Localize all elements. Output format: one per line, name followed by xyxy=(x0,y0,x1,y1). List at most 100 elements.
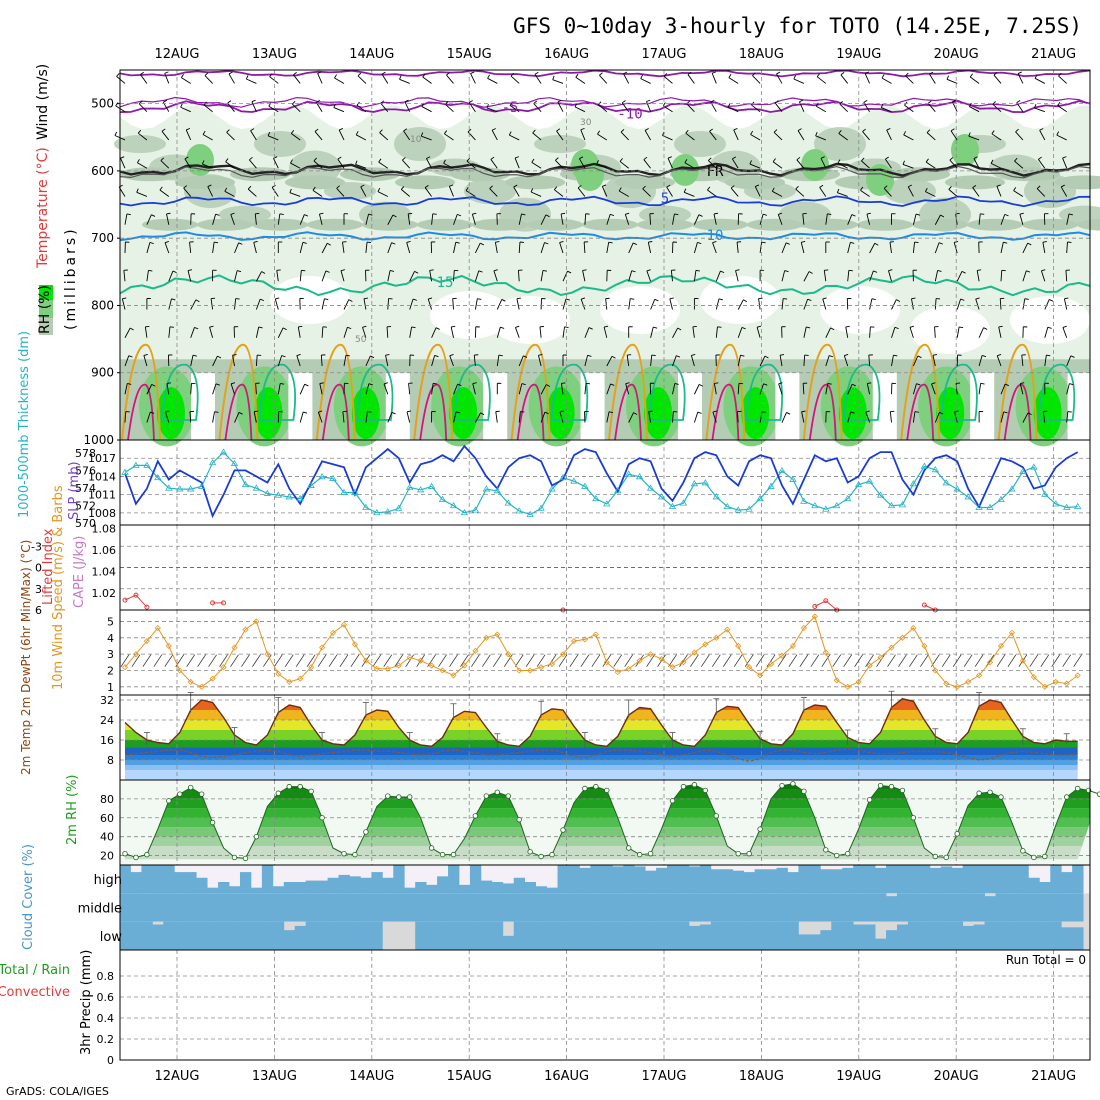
wind-barb-flag xyxy=(521,213,526,216)
cloud-bar xyxy=(754,893,766,922)
cloud-bar xyxy=(513,877,526,894)
wind-barb-flag xyxy=(275,297,280,300)
wind-barb xyxy=(684,162,695,169)
wind-barb-flag xyxy=(378,158,382,163)
wind-barb-flag xyxy=(420,132,424,137)
wind-barb-flag xyxy=(896,299,901,302)
wind10m-barb xyxy=(821,654,831,667)
wind-barb xyxy=(869,298,873,310)
wind-barb-flag xyxy=(998,325,1003,328)
wind-barb-flag xyxy=(916,383,921,386)
dewpoint2m-line xyxy=(124,748,1078,762)
cloud-bar xyxy=(743,921,756,950)
rh2m-marker xyxy=(987,789,993,795)
wind-barb-flag xyxy=(687,71,692,75)
wind10m-barb xyxy=(657,654,666,667)
wind-barb xyxy=(978,213,981,225)
wind-barb-flag xyxy=(867,382,872,384)
cloud-bar xyxy=(1050,893,1062,922)
wind-barb xyxy=(667,157,673,169)
cloud-bar xyxy=(754,921,766,950)
cloud-bar xyxy=(853,924,865,950)
isotherm-15-lobe xyxy=(550,363,589,421)
upper-rh-label: RH (%) xyxy=(37,285,53,334)
cloud-bar xyxy=(984,921,996,950)
wind-barb xyxy=(778,383,783,395)
wind-barb-flag xyxy=(714,382,719,384)
wind-barb xyxy=(713,383,717,395)
wind-barb-flag xyxy=(538,354,543,356)
wind-barb xyxy=(912,213,917,225)
wind-barb xyxy=(948,189,958,197)
rh-contour-label: 50 xyxy=(355,335,367,345)
wind-barb-flag xyxy=(470,71,475,74)
wind-barb xyxy=(728,77,739,84)
wind-barb-flag xyxy=(267,131,271,137)
thickness-marker xyxy=(679,499,688,506)
cloud-bar xyxy=(469,921,482,950)
cloud-bar xyxy=(458,884,471,894)
bottom-date-label: 21AUG xyxy=(1031,1069,1076,1084)
wind-barb xyxy=(648,411,652,423)
wind10m-marker xyxy=(789,642,797,650)
wind-barb-flag xyxy=(926,129,931,133)
wind-barb xyxy=(474,270,480,282)
thickness-marker xyxy=(657,493,666,500)
wind10m-barb xyxy=(295,654,305,667)
wind-barb xyxy=(1000,214,1006,225)
wind10m-barb xyxy=(230,654,239,667)
wind-barb xyxy=(712,242,717,254)
cloud-bar xyxy=(973,865,985,894)
wind10m-barb xyxy=(186,654,196,667)
rh2m-tick-label: 80 xyxy=(100,793,114,806)
rh2m-marker xyxy=(680,783,687,790)
lifted-index-marker xyxy=(210,600,216,606)
wind-barb-flag xyxy=(684,159,688,163)
wind-barb-flag xyxy=(422,73,426,78)
rh2m-marker xyxy=(144,851,150,858)
wind-barb-flag xyxy=(192,354,197,357)
wind-barb-flag xyxy=(732,156,737,160)
wind-barb xyxy=(949,159,958,169)
cloud-bar xyxy=(699,893,712,922)
wind-barb-flag xyxy=(115,102,119,107)
cape-tick-label: 1.06 xyxy=(92,544,117,557)
wind-barb xyxy=(276,270,279,282)
lifted-index-marker xyxy=(144,604,150,610)
wind-barb-flag xyxy=(676,355,681,358)
wind10m-marker xyxy=(143,637,150,645)
wind10m-barb xyxy=(273,654,283,667)
top-date-label: 13AUG xyxy=(252,47,297,62)
isotherm-20 xyxy=(900,343,941,441)
temp-color-band xyxy=(125,765,1078,770)
precip-tick-label: 0.4 xyxy=(97,1012,115,1025)
wind-barb-flag xyxy=(324,298,329,301)
wind-barb-flag xyxy=(523,355,528,358)
wind-barb-flag xyxy=(319,382,324,384)
wind-barb-flag xyxy=(931,382,936,385)
wind-barb-flag xyxy=(434,354,439,358)
wind-barb-flag xyxy=(151,214,156,217)
wind-barb xyxy=(1060,186,1068,197)
wind-barb-flag xyxy=(360,184,365,188)
wind-barb xyxy=(1062,157,1068,169)
isotherm-minus10 xyxy=(119,96,1091,108)
wind-barb-flag xyxy=(336,185,340,189)
wind-barb-flag xyxy=(799,99,804,103)
cloud-bar xyxy=(426,921,438,950)
wind-barb-flag xyxy=(402,157,406,161)
wind10m-barb xyxy=(744,654,754,667)
wind-barb xyxy=(751,104,761,113)
rh-moist-band xyxy=(1055,175,1100,190)
wind-barb xyxy=(902,164,914,169)
wind-barb xyxy=(736,411,739,423)
wind-barb xyxy=(496,299,503,310)
cloud-bar xyxy=(491,921,504,950)
wind-barb-flag xyxy=(534,71,539,75)
rh2m-marker xyxy=(286,783,292,790)
wind-barb xyxy=(365,241,368,254)
wind-barb xyxy=(333,107,345,113)
wind-barb-flag xyxy=(314,128,319,132)
wind-barb-flag xyxy=(552,75,555,80)
